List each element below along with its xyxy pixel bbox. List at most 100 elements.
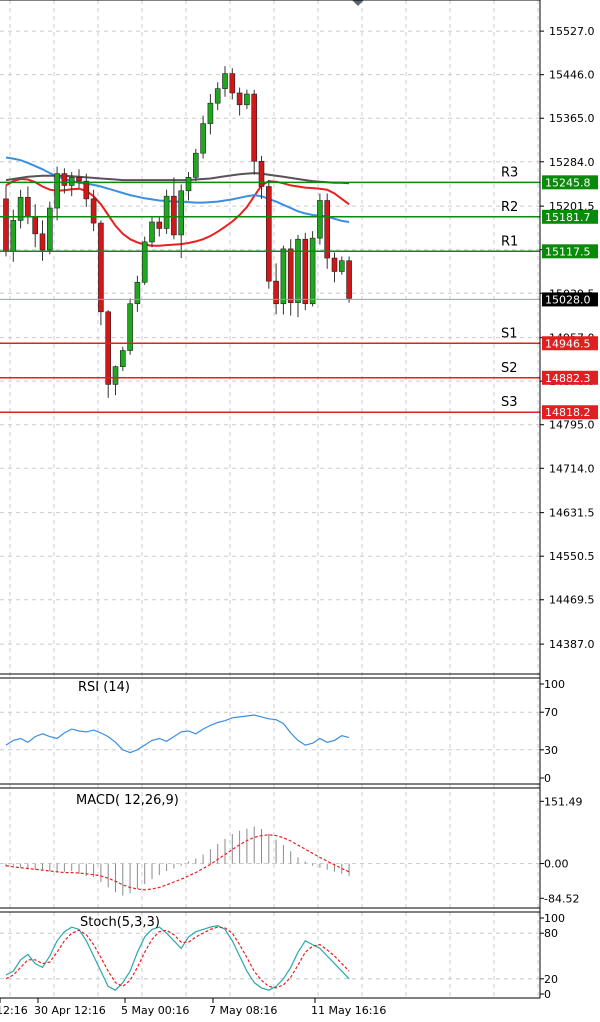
candle-body	[302, 238, 309, 305]
candle-body	[25, 196, 31, 217]
candle-body	[163, 195, 170, 229]
stoch-panel: Stoch(5,3,3)	[5, 915, 350, 991]
candle-body	[295, 238, 301, 303]
stoch-d-line	[5, 926, 350, 989]
rsi-panel: RSI (14)	[5, 680, 350, 754]
stoch-label: Stoch(5,3,3)	[80, 915, 160, 930]
candle-body	[54, 173, 60, 209]
y-tick-label: 14631.5	[549, 507, 595, 520]
x-tick-label: 7 May 08:16	[209, 1004, 277, 1017]
y-tick-label: 0	[544, 772, 551, 785]
level-price-box	[542, 175, 598, 190]
y-tick-label: 14469.5	[549, 594, 595, 607]
y-tick-label: 100	[544, 678, 565, 691]
candle-body	[61, 173, 68, 186]
x-tick-label: 5 May 00:16	[121, 1004, 189, 1017]
y-tick-label: 151.49	[544, 795, 583, 808]
candle-body	[251, 93, 257, 162]
x-tick-label: 11 May 16:16	[311, 1004, 386, 1017]
candle-body	[258, 160, 265, 187]
y-tick-label: 70	[544, 706, 558, 719]
y-tick-label: 15284.0	[549, 156, 595, 169]
candle-body	[309, 237, 316, 305]
macd-signal-line	[5, 834, 350, 891]
candle-body	[244, 93, 250, 106]
y-tick-label: 80	[544, 927, 558, 940]
y-tick-label: -84.52	[544, 892, 579, 905]
level-price-box	[542, 370, 598, 385]
candle-body	[324, 200, 331, 259]
level-price-box	[542, 405, 598, 420]
level-price-label: 14946.5	[545, 337, 591, 350]
candle-body	[134, 281, 141, 305]
candle-body	[317, 200, 323, 239]
y-tick-label: 15365.0	[549, 112, 595, 125]
level-price-label: 15181.7	[545, 211, 591, 224]
stoch-k-line	[5, 924, 350, 991]
grid-lines	[0, 0, 540, 998]
candle-body	[105, 311, 111, 385]
candle-body	[193, 152, 199, 178]
candle-body	[346, 260, 352, 299]
candle-body	[178, 190, 184, 236]
level-name-r2: R2	[501, 200, 518, 215]
candle-body	[185, 177, 192, 192]
candle-body	[156, 221, 163, 229]
candle-body	[98, 222, 104, 313]
macd-panel: MACD( 12,26,9)	[5, 793, 350, 896]
candle-body	[127, 303, 133, 351]
candle-body	[10, 220, 17, 252]
level-name-s3: S3	[501, 395, 518, 410]
current-price-label: 15028.0	[545, 293, 591, 306]
candle-body	[120, 350, 126, 367]
price-panel: R3 R2 R1 S1 S2 S3	[0, 66, 540, 413]
y-tick-label: 14714.0	[549, 462, 595, 475]
level-price-box	[542, 209, 598, 224]
rsi-line	[5, 714, 350, 754]
candle-body	[32, 216, 39, 235]
candle-body	[3, 198, 9, 252]
y-tick-label: 0.00	[544, 858, 569, 871]
candle-body	[265, 186, 272, 282]
candle-body	[236, 92, 243, 106]
level-price-box	[542, 336, 598, 351]
candle-body	[17, 196, 24, 221]
candle-body	[141, 241, 148, 283]
candle-body	[200, 123, 206, 154]
chart-shift-marker-icon	[352, 0, 364, 6]
candle-body	[39, 233, 46, 251]
macd-label: MACD( 12,26,9)	[76, 793, 179, 808]
candle-body	[229, 73, 236, 94]
y-tick-label: 0	[544, 988, 551, 1001]
level-price-label: 15117.5	[545, 245, 591, 258]
level-name-r1: R1	[501, 234, 518, 249]
level-name-s2: S2	[501, 361, 518, 376]
x-tick-label: 12:16	[0, 1004, 28, 1017]
y-tick-label: 20	[544, 973, 558, 986]
candle-body	[273, 280, 279, 305]
x-tick-label: 30 Apr 12:16	[34, 1004, 106, 1017]
candle-body	[46, 207, 53, 251]
y-tick-label: 14795.0	[549, 419, 595, 432]
candle-body	[83, 180, 90, 200]
candle-body	[90, 198, 97, 224]
candle-body	[331, 257, 338, 272]
level-name-s1: S1	[501, 326, 518, 341]
candle-body	[68, 177, 75, 186]
level-price-label: 14818.2	[545, 406, 591, 419]
rsi-label: RSI (14)	[78, 680, 130, 695]
candle-body	[207, 102, 214, 124]
candle-body	[222, 73, 228, 89]
level-price-box	[542, 244, 598, 259]
candle-body	[280, 248, 287, 305]
level-name-r3: R3	[501, 165, 518, 180]
y-tick-label: 30	[544, 744, 558, 757]
candle-body	[287, 248, 294, 303]
candle-body	[112, 366, 119, 385]
level-price-label: 15245.8	[545, 176, 591, 189]
y-tick-label: 14550.5	[549, 550, 595, 563]
y-tick-label: 100	[544, 912, 565, 925]
level-price-label: 14882.3	[545, 372, 591, 385]
